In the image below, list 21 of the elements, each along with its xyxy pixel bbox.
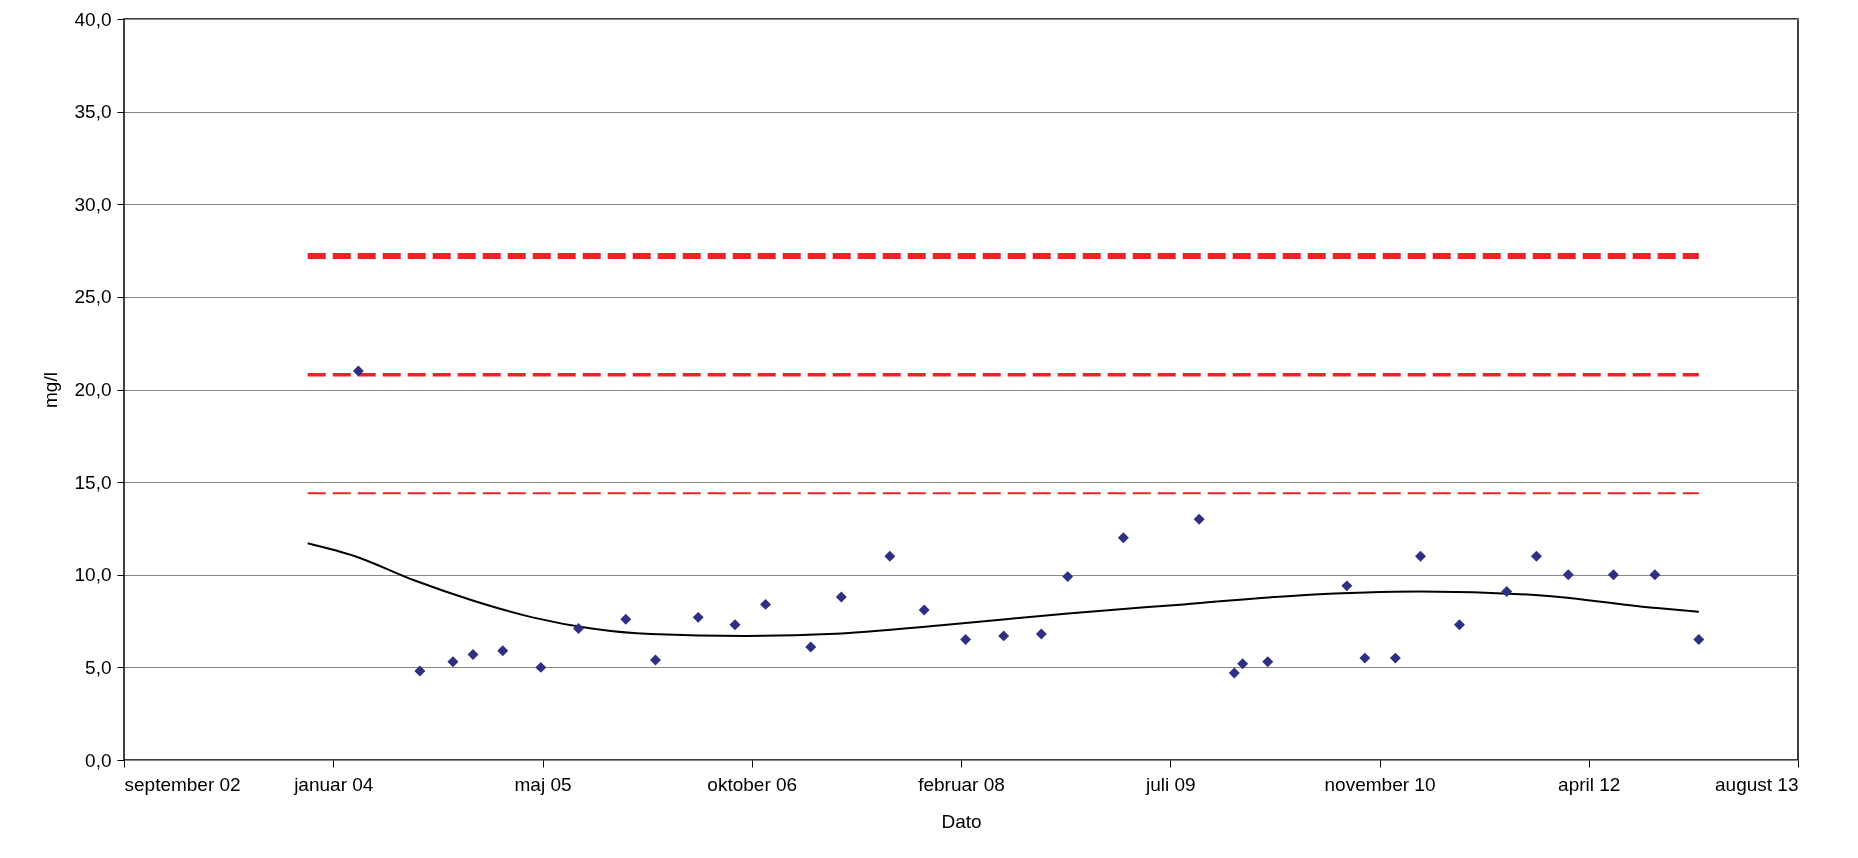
y-axis-title: mg/l <box>39 372 61 408</box>
x-tick-label: november 10 <box>1324 773 1436 795</box>
y-tick-label: 5,0 <box>85 656 112 678</box>
y-tick-label: 15,0 <box>74 471 112 493</box>
x-tick-label: april 12 <box>1558 773 1621 795</box>
y-tick-label: 35,0 <box>74 101 112 123</box>
x-tick-label: oktober 06 <box>707 773 798 795</box>
x-tick-label: september 02 <box>124 773 241 795</box>
line-series <box>306 542 1700 637</box>
y-tick-label: 20,0 <box>74 379 112 400</box>
x-axis-title: Dato <box>941 810 982 832</box>
x-tick-label: januar 04 <box>293 773 374 795</box>
y-tick-label: 0,0 <box>85 749 112 771</box>
y-tick-label: 30,0 <box>74 193 112 215</box>
y-tick-label: 25,0 <box>74 286 112 308</box>
x-tick-label: august 13 <box>1715 773 1799 795</box>
x-tick-label: februar 08 <box>918 773 1005 795</box>
y-tick-label: 40,0 <box>74 8 112 30</box>
x-tick-label: juli 09 <box>1144 773 1196 795</box>
y-tick-label: 10,0 <box>74 564 112 586</box>
x-tick-label: maj 05 <box>514 773 572 795</box>
